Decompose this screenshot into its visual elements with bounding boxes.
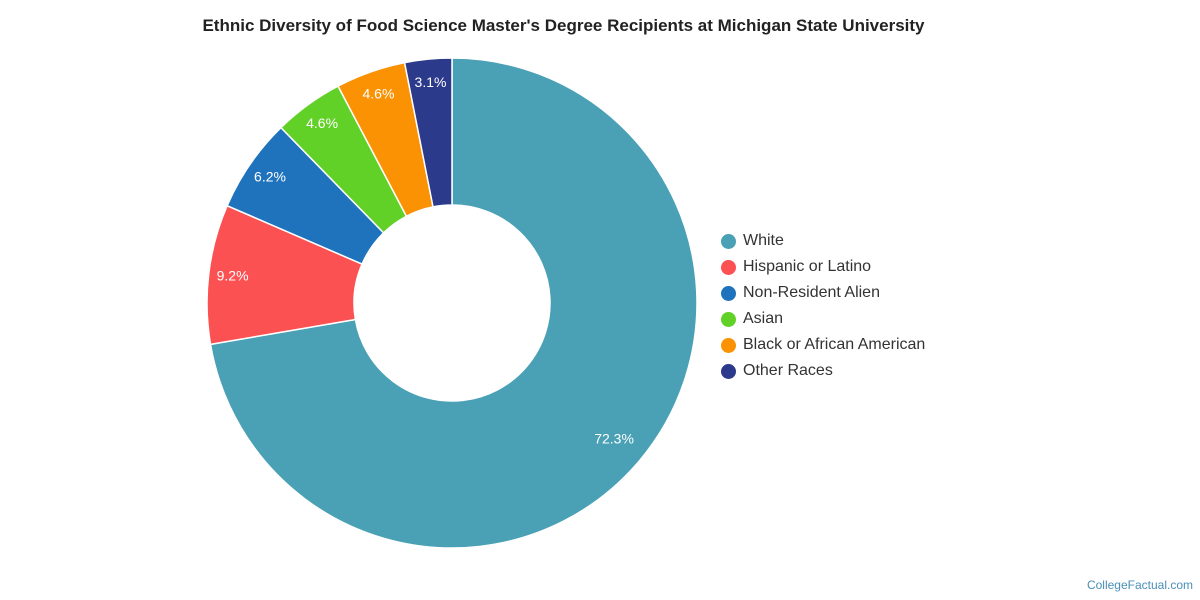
- legend-swatch: [721, 285, 736, 301]
- slice-white[interactable]: [209, 57, 698, 549]
- legend-swatch: [721, 259, 736, 275]
- legend: White Hispanic or Latino Non-Resident Alie…: [721, 228, 925, 384]
- legend-item-other-races[interactable]: Other Races: [721, 358, 925, 384]
- legend-label: Other Races: [743, 362, 833, 379]
- data-label-black-or-african-american: 4.6%: [362, 85, 394, 101]
- chart-title: Ethnic Diversity of Food Science Master'…: [202, 16, 925, 35]
- data-label-asian: 4.6%: [306, 115, 338, 131]
- legend-item-black-or-african-american[interactable]: Black or African American: [721, 332, 925, 358]
- data-label-other-races: 3.1%: [415, 74, 447, 90]
- legend-label: Asian: [743, 310, 784, 327]
- legend-label: Hispanic or Latino: [743, 258, 872, 275]
- legend-swatch: [721, 233, 736, 249]
- legend-swatch: [721, 311, 736, 327]
- slice-other-races[interactable]: [403, 57, 453, 208]
- legend-item-hispanic-or-latino[interactable]: Hispanic or Latino: [721, 254, 925, 280]
- source-credit[interactable]: CollegeFactual.com: [1086, 578, 1193, 592]
- data-label-non-resident-alien: 6.2%: [254, 168, 286, 184]
- legend-swatch: [721, 363, 736, 379]
- data-label-hispanic-or-latino: 9.2%: [217, 267, 249, 283]
- legend-swatch: [721, 337, 736, 353]
- data-label-white: 72.3%: [594, 430, 634, 446]
- legend-item-non-resident-alien[interactable]: Non-Resident Alien: [721, 280, 925, 306]
- legend-label: Black or African American: [743, 336, 926, 353]
- legend-label: White: [743, 232, 784, 249]
- legend-label: Non-Resident Alien: [743, 284, 880, 301]
- legend-item-asian[interactable]: Asian: [721, 306, 925, 332]
- legend-item-white[interactable]: White: [721, 228, 925, 254]
